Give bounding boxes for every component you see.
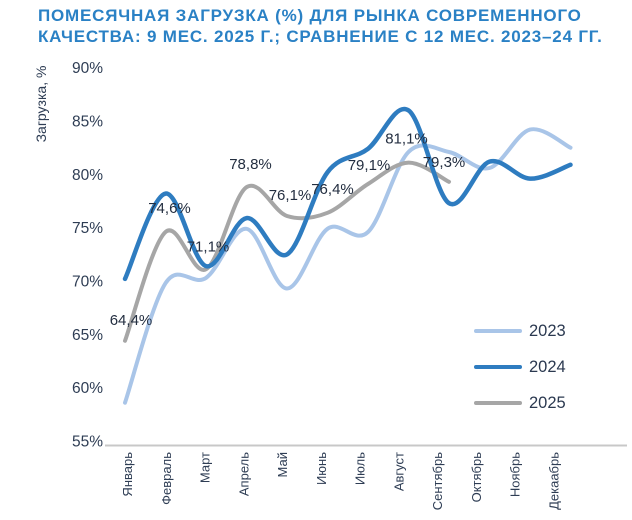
y-axis-title: Загрузка, %	[33, 66, 49, 143]
y-tick-label: 60%	[72, 380, 103, 397]
series-line-2025	[123, 160, 451, 343]
x-tick-label: Ноябрь	[508, 452, 523, 497]
data-label-2025: 64,4%	[110, 312, 153, 329]
legend-swatch-2024	[474, 365, 522, 369]
series-line-2024	[122, 106, 573, 282]
chart-title-line2: КАЧЕСТВА: 9 МЕС. 2025 Г.; СРАВНЕНИЕ С 12…	[38, 27, 603, 46]
data-label-2025: 81,1%	[385, 131, 428, 148]
data-label-2025: 76,1%	[269, 187, 312, 204]
y-tick-label: 55%	[72, 434, 103, 451]
x-tick-label: Февраль	[159, 452, 174, 505]
y-tick-label: 80%	[72, 167, 103, 184]
series-line-2023	[123, 127, 573, 405]
x-tick-label: Сентябрь	[430, 452, 445, 510]
data-label-2025: 79,3%	[423, 154, 466, 171]
chart-title-line1: ПОМЕСЯЧНАЯ ЗАГРУЗКА (%) ДЛЯ РЫНКА СОВРЕМ…	[38, 6, 582, 25]
y-tick-label: 70%	[72, 274, 103, 291]
legend: 2023 2024 2025	[474, 319, 566, 427]
data-label-2025: 79,1%	[348, 157, 391, 174]
y-tick-label: 90%	[72, 60, 103, 77]
legend-swatch-2025	[474, 401, 522, 405]
x-tick-label: Июнь	[314, 452, 329, 485]
x-tick-label: Май	[275, 452, 290, 477]
y-tick-label: 75%	[72, 220, 103, 237]
x-tick-label: Март	[198, 452, 213, 483]
x-tick-label: Июль	[353, 452, 368, 485]
y-tick-label: 85%	[72, 114, 103, 131]
data-label-2025: 74,6%	[148, 200, 191, 217]
x-tick-label: Апрель	[236, 452, 251, 496]
legend-item-2024: 2024	[474, 355, 566, 379]
data-label-2025: 71,1%	[187, 238, 230, 255]
chart-title: ПОМЕСЯЧНАЯ ЗАГРУЗКА (%) ДЛЯ РЫНКА СОВРЕМ…	[38, 5, 603, 47]
x-tick-label: Октябрь	[469, 452, 484, 503]
x-tick-label: Август	[391, 452, 406, 491]
legend-label-2024: 2024	[529, 357, 566, 376]
x-tick-label: Январь	[120, 452, 135, 497]
legend-item-2023: 2023	[474, 319, 566, 343]
data-label-2025: 76,4%	[311, 181, 354, 198]
legend-item-2025: 2025	[474, 391, 566, 415]
y-tick-label: 65%	[72, 327, 103, 344]
data-label-2025: 78,8%	[229, 156, 272, 173]
legend-swatch-2023	[474, 329, 522, 333]
legend-label-2025: 2025	[529, 393, 566, 412]
x-tick-label: Декаабрь	[546, 452, 561, 510]
legend-label-2023: 2023	[529, 321, 566, 340]
